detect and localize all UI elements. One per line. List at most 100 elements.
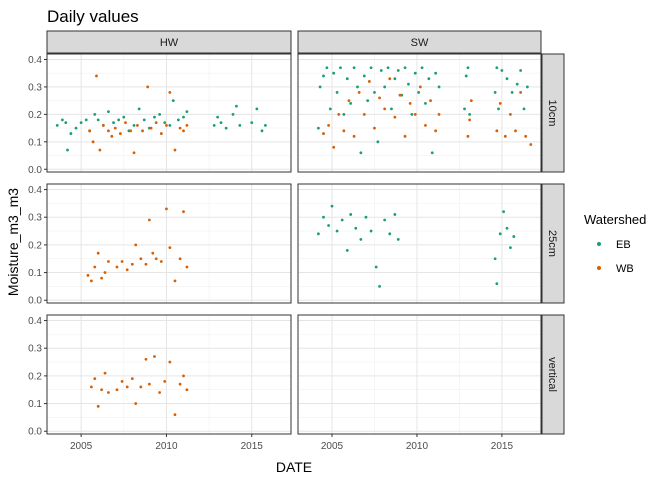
data-point-wb bbox=[362, 112, 366, 116]
panel-sw-25cm bbox=[297, 183, 542, 304]
data-point-wb bbox=[468, 118, 472, 122]
data-point-eb bbox=[356, 85, 359, 89]
facet-strip-label: 10cm bbox=[546, 100, 558, 127]
data-point-eb bbox=[234, 104, 238, 108]
data-point-eb bbox=[264, 123, 267, 127]
data-point-eb bbox=[493, 257, 497, 261]
data-point-wb bbox=[134, 243, 138, 247]
data-point-wb bbox=[503, 134, 507, 138]
data-point-eb bbox=[339, 66, 342, 70]
panel-border bbox=[46, 53, 292, 173]
data-point-wb bbox=[139, 257, 143, 261]
x-tick-label: 2005 bbox=[70, 441, 93, 452]
data-point-eb bbox=[219, 121, 223, 125]
data-point-wb bbox=[342, 129, 346, 133]
y-tick-label: 0.4 bbox=[28, 55, 42, 66]
data-point-wb bbox=[115, 265, 119, 269]
data-point-eb bbox=[463, 107, 466, 111]
data-point-eb bbox=[434, 71, 438, 75]
y-tick-label: 0.0 bbox=[28, 427, 42, 438]
legend-label-wb: WB bbox=[616, 263, 634, 275]
data-point-eb bbox=[386, 66, 390, 70]
data-point-wb bbox=[165, 207, 168, 211]
data-point-eb bbox=[410, 112, 414, 116]
data-point-eb bbox=[374, 265, 378, 269]
data-point-wb bbox=[91, 140, 95, 144]
y-axis-title: Moisture_m3_m3 bbox=[5, 188, 21, 296]
data-point-eb bbox=[231, 112, 235, 116]
data-point-wb bbox=[182, 129, 185, 133]
data-point-eb bbox=[345, 249, 349, 252]
data-point-eb bbox=[437, 85, 441, 89]
data-point-wb bbox=[107, 260, 110, 263]
data-point-wb bbox=[120, 260, 124, 263]
data-point-eb bbox=[383, 218, 387, 222]
data-point-eb bbox=[322, 74, 325, 78]
data-point-wb bbox=[144, 262, 148, 266]
data-point-eb bbox=[238, 123, 242, 127]
data-point-wb bbox=[466, 134, 470, 138]
panel-background bbox=[298, 54, 541, 172]
chart-title: Daily values bbox=[47, 7, 139, 26]
data-point-wb bbox=[146, 85, 150, 89]
data-point-eb bbox=[176, 118, 180, 122]
data-point-wb bbox=[95, 74, 98, 78]
data-point-eb bbox=[417, 91, 421, 94]
data-point-eb bbox=[132, 123, 136, 127]
data-point-wb bbox=[182, 374, 185, 378]
data-point-wb bbox=[130, 262, 134, 266]
data-point-wb bbox=[168, 360, 172, 364]
data-point-wb bbox=[413, 112, 417, 116]
panel-sw-vertical: 2005 2010 2015 bbox=[297, 314, 542, 452]
data-point-wb bbox=[185, 265, 189, 269]
data-point-wb bbox=[159, 132, 163, 135]
legend-key-wb bbox=[597, 266, 601, 270]
data-point-eb bbox=[117, 118, 121, 122]
facet-strip-hw bbox=[46, 30, 292, 54]
data-point-eb bbox=[185, 110, 189, 114]
data-point-wb bbox=[154, 257, 158, 261]
data-point-eb bbox=[327, 224, 330, 227]
data-point-wb bbox=[332, 145, 336, 149]
data-point-eb bbox=[424, 101, 427, 105]
data-point-wb bbox=[153, 355, 156, 358]
data-point-eb bbox=[369, 66, 373, 70]
data-point-eb bbox=[376, 140, 380, 144]
data-point-eb bbox=[495, 282, 499, 286]
data-point-wb bbox=[367, 80, 371, 83]
data-point-wb bbox=[132, 151, 136, 155]
data-point-eb bbox=[224, 126, 228, 130]
data-point-wb bbox=[147, 382, 151, 386]
data-point-wb bbox=[103, 371, 107, 375]
data-point-wb bbox=[88, 129, 92, 133]
data-point-wb bbox=[130, 377, 134, 381]
y-tick-label: 0.2 bbox=[28, 240, 42, 251]
facet-strip-label: HW bbox=[160, 37, 179, 49]
data-point-wb bbox=[120, 380, 124, 383]
data-point-wb bbox=[136, 123, 139, 127]
data-point-eb bbox=[403, 66, 407, 70]
data-point-eb bbox=[66, 148, 69, 152]
data-point-eb bbox=[466, 66, 470, 70]
data-point-eb bbox=[413, 71, 417, 75]
x-tick-label: 2010 bbox=[155, 441, 178, 452]
data-point-eb bbox=[325, 66, 329, 70]
data-point-wb bbox=[103, 271, 107, 274]
data-point-eb bbox=[509, 246, 512, 250]
data-point-eb bbox=[74, 126, 78, 130]
data-point-wb bbox=[149, 126, 153, 130]
data-point-eb bbox=[378, 284, 381, 288]
y-tick-label: 0.3 bbox=[28, 344, 42, 355]
data-point-eb bbox=[153, 115, 156, 119]
x-tick-label: 2005 bbox=[321, 441, 344, 452]
data-point-wb bbox=[100, 276, 104, 280]
y-tick-label: 0.3 bbox=[28, 213, 42, 224]
data-point-eb bbox=[260, 129, 264, 133]
data-point-eb bbox=[515, 82, 519, 86]
data-point-eb bbox=[427, 77, 431, 81]
data-point-wb bbox=[159, 260, 163, 263]
data-point-wb bbox=[434, 129, 438, 133]
data-point-wb bbox=[173, 413, 177, 417]
y-tick-label: 0.4 bbox=[28, 316, 42, 327]
